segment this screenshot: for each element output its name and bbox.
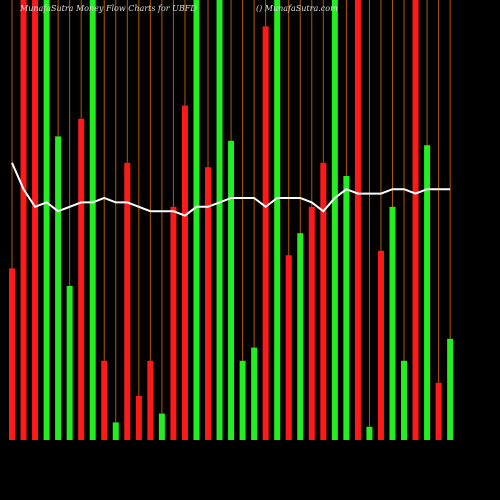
bar [435, 382, 442, 440]
bar [331, 0, 338, 440]
bar [158, 413, 165, 440]
bar [366, 426, 373, 440]
bar [216, 0, 223, 440]
bar [20, 0, 27, 440]
bar [239, 360, 246, 440]
money-flow-line [11, 162, 451, 217]
bar [412, 0, 419, 440]
bar [112, 422, 119, 440]
chart-title: MunafaSutra Money Flow Charts for UBFD [19, 4, 197, 13]
bar [55, 136, 62, 440]
bar [447, 338, 454, 440]
bar [389, 206, 396, 440]
bar [124, 162, 131, 441]
bar [401, 360, 408, 440]
bar [308, 206, 315, 440]
bar [43, 0, 50, 440]
plot-area [9, 0, 454, 441]
bar [354, 0, 361, 440]
bar [147, 360, 154, 440]
bar [274, 0, 281, 440]
bar [170, 206, 177, 440]
bar [320, 162, 327, 441]
bar [89, 0, 96, 440]
bar [377, 250, 384, 440]
bar [251, 347, 258, 440]
bar [9, 268, 15, 440]
bar [193, 0, 200, 440]
bar [228, 140, 235, 441]
bar [32, 0, 39, 440]
bar [101, 360, 108, 440]
bar [135, 396, 142, 440]
bar [285, 255, 292, 440]
bar [343, 176, 350, 440]
bar [424, 145, 431, 440]
chart-subtitle: () MunafaSutra.com [256, 4, 338, 13]
bar [205, 167, 212, 440]
bar [181, 105, 188, 440]
bar [297, 233, 304, 440]
bar [78, 118, 85, 441]
bar [262, 26, 269, 441]
bar [66, 286, 73, 440]
